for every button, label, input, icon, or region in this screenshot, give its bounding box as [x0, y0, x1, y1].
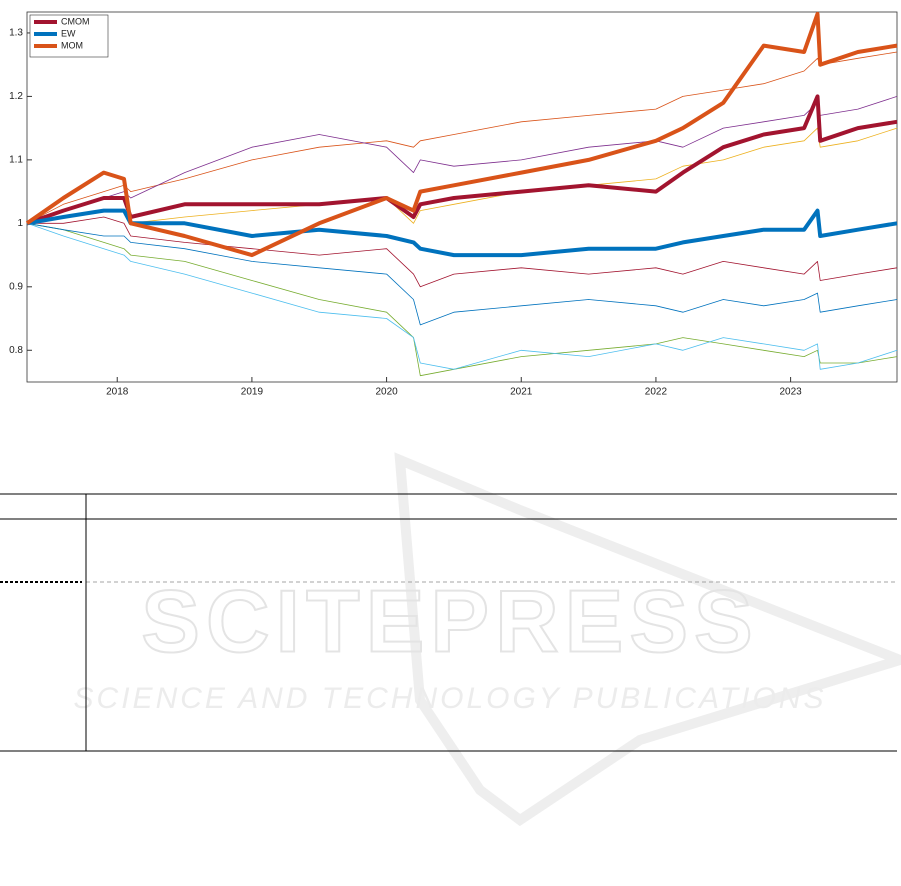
background-line [26, 222, 898, 370]
x-tick-label: 2023 [779, 387, 802, 398]
chart: 0.8 0.9 1 1.1 1.2 1.3 2018 2019 2020 2021 2022 2023… [9, 11, 898, 398]
legend-label: MOM [61, 40, 83, 50]
y-tick-label: 1.2 [9, 91, 23, 102]
y-tick-label: 0.9 [9, 281, 23, 292]
watermark-subtitle: SCIENCE AND TECHNOLOGY PUBLICATIONS [74, 682, 827, 715]
table-rules [0, 493, 897, 752]
y-tick-label: 0.8 [9, 345, 23, 356]
x-tick-label: 2018 [106, 387, 129, 398]
x-tick-label: 2020 [375, 387, 398, 398]
watermark: SCITEPRESS SCIENCE AND TECHNOLOGY PUBLIC… [74, 452, 901, 827]
y-tick-label: 1 [17, 218, 23, 229]
y-tick-label: 1.1 [9, 155, 23, 166]
x-tick-label: 2021 [510, 387, 533, 398]
watermark-shape [394, 452, 901, 827]
x-tick-label: 2019 [241, 387, 264, 398]
background-line [27, 216, 898, 288]
background-line [26, 222, 898, 326]
x-tick-label: 2022 [645, 387, 668, 398]
watermark-title: SCITEPRESS [141, 571, 758, 670]
y-tick-label: 1.3 [9, 28, 23, 39]
legend-label: CMOM [61, 16, 90, 26]
series-line [25, 11, 898, 258]
background-line [26, 51, 898, 224]
legend-label: EW [61, 28, 76, 38]
legend: CMOM EW MOM [29, 14, 109, 58]
